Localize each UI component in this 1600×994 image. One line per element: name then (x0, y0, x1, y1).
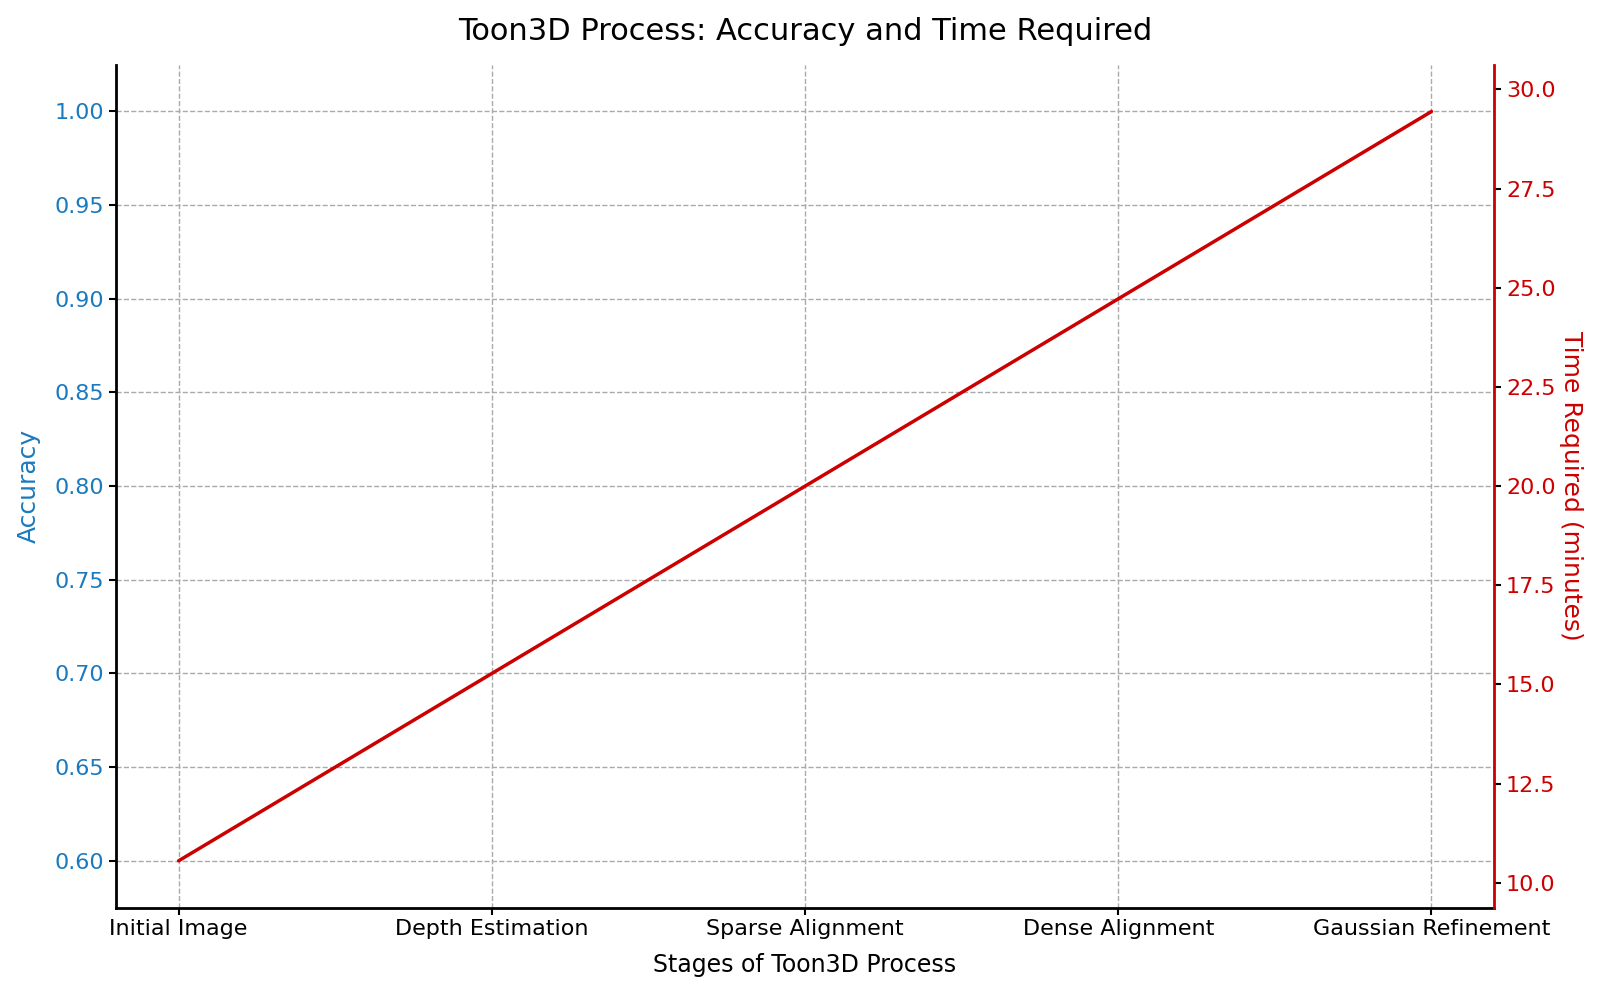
Title: Toon3D Process: Accuracy and Time Required: Toon3D Process: Accuracy and Time Requir… (458, 17, 1152, 46)
Y-axis label: Accuracy: Accuracy (16, 429, 40, 543)
Y-axis label: Time Required (minutes): Time Required (minutes) (1560, 331, 1584, 641)
X-axis label: Stages of Toon3D Process: Stages of Toon3D Process (653, 953, 957, 977)
